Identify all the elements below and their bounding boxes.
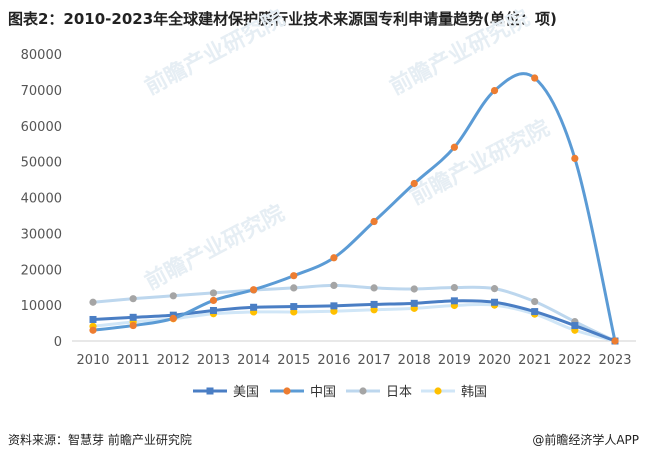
data-point [330, 281, 338, 289]
series-group [89, 72, 619, 345]
x-tick-label: 2017 [358, 353, 391, 368]
legend-marker [206, 387, 214, 395]
y-tick-label: 60000 [21, 120, 62, 135]
x-tick-label: 2016 [317, 353, 350, 368]
data-point [490, 285, 499, 293]
legend-marker [359, 387, 367, 395]
legend-marker [283, 387, 291, 395]
x-tick-label: 2010 [76, 353, 109, 368]
x-tick-label: 2011 [117, 353, 150, 368]
data-point [491, 298, 499, 306]
legend: 美国 中国 日本 韩国 [193, 385, 487, 400]
data-point [129, 313, 137, 321]
data-point [169, 292, 177, 300]
data-point [370, 284, 378, 292]
data-point [250, 303, 258, 311]
watermark-text: 前瞻产业研究院 [141, 5, 289, 100]
x-tick-label: 2023 [598, 353, 631, 368]
legend-marker [434, 387, 442, 395]
data-point [290, 284, 298, 292]
x-tick-label: 2015 [277, 353, 310, 368]
source-note: 资料来源：智慧芽 前瞻产业研究院 [8, 433, 192, 447]
y-tick-label: 20000 [21, 263, 62, 278]
data-point [250, 286, 258, 294]
data-point [290, 303, 298, 311]
data-point [531, 308, 539, 316]
legend-label: 日本 [386, 385, 412, 400]
data-point [290, 272, 298, 280]
y-tick-label: 10000 [21, 299, 62, 314]
x-tick-label: 2014 [237, 353, 270, 368]
data-point [209, 289, 218, 297]
y-tick-label: 80000 [21, 48, 62, 63]
data-point [209, 296, 218, 305]
data-point [370, 217, 378, 226]
x-tick-label: 2020 [478, 353, 511, 368]
data-point [450, 143, 458, 151]
data-point [330, 254, 338, 262]
data-point [330, 302, 338, 310]
legend-label: 中国 [310, 385, 336, 400]
data-point [531, 297, 539, 306]
x-tick-label: 2018 [398, 353, 431, 368]
y-tick-label: 70000 [21, 84, 62, 99]
data-point [370, 300, 378, 308]
watermark-text: 前瞻产业研究院 [141, 200, 289, 295]
y-axis: 0 10000 20000 30000 40000 50000 60000 70000 8000… [21, 48, 62, 350]
data-point [89, 315, 97, 323]
x-tick-label: 2022 [558, 353, 591, 368]
y-tick-label: 50000 [21, 156, 62, 171]
brand-credit: @前瞻经济学人APP [532, 433, 639, 447]
data-point [129, 321, 137, 330]
watermark-text: 前瞻产业研究院 [406, 115, 554, 210]
chart-title: 图表2：2010-2023年全球建材保护膜行业技术来源国专利申请量趋势(单位：项… [8, 10, 557, 28]
data-point [490, 86, 499, 95]
data-point [129, 295, 137, 303]
x-tick-label: 2012 [157, 353, 190, 368]
data-point [330, 307, 338, 315]
x-tick-label: 2013 [197, 353, 230, 368]
data-point [450, 297, 458, 305]
y-tick-label: 0 [54, 335, 62, 350]
y-tick-label: 40000 [21, 192, 62, 207]
data-point [370, 306, 378, 314]
y-tick-label: 30000 [21, 227, 62, 242]
data-point [410, 299, 418, 307]
data-point [209, 307, 217, 315]
data-point [450, 283, 458, 292]
legend-label: 韩国 [461, 385, 487, 400]
data-point [410, 179, 418, 188]
data-point [290, 308, 298, 316]
watermark-text: 前瞻产业研究院 [386, 5, 534, 100]
x-tick-label: 2021 [518, 353, 551, 368]
data-point [611, 337, 619, 345]
x-axis: 2010 2011 2012 2013 2014 2015 2016 2017 2018 2019… [72, 340, 636, 368]
data-point [89, 298, 97, 306]
data-point [89, 326, 97, 334]
data-point [531, 74, 539, 82]
legend-label: 美国 [233, 385, 259, 400]
data-point [410, 285, 418, 293]
data-point [571, 154, 579, 162]
x-tick-label: 2019 [438, 353, 471, 368]
data-point [571, 322, 579, 330]
data-point [169, 314, 177, 322]
